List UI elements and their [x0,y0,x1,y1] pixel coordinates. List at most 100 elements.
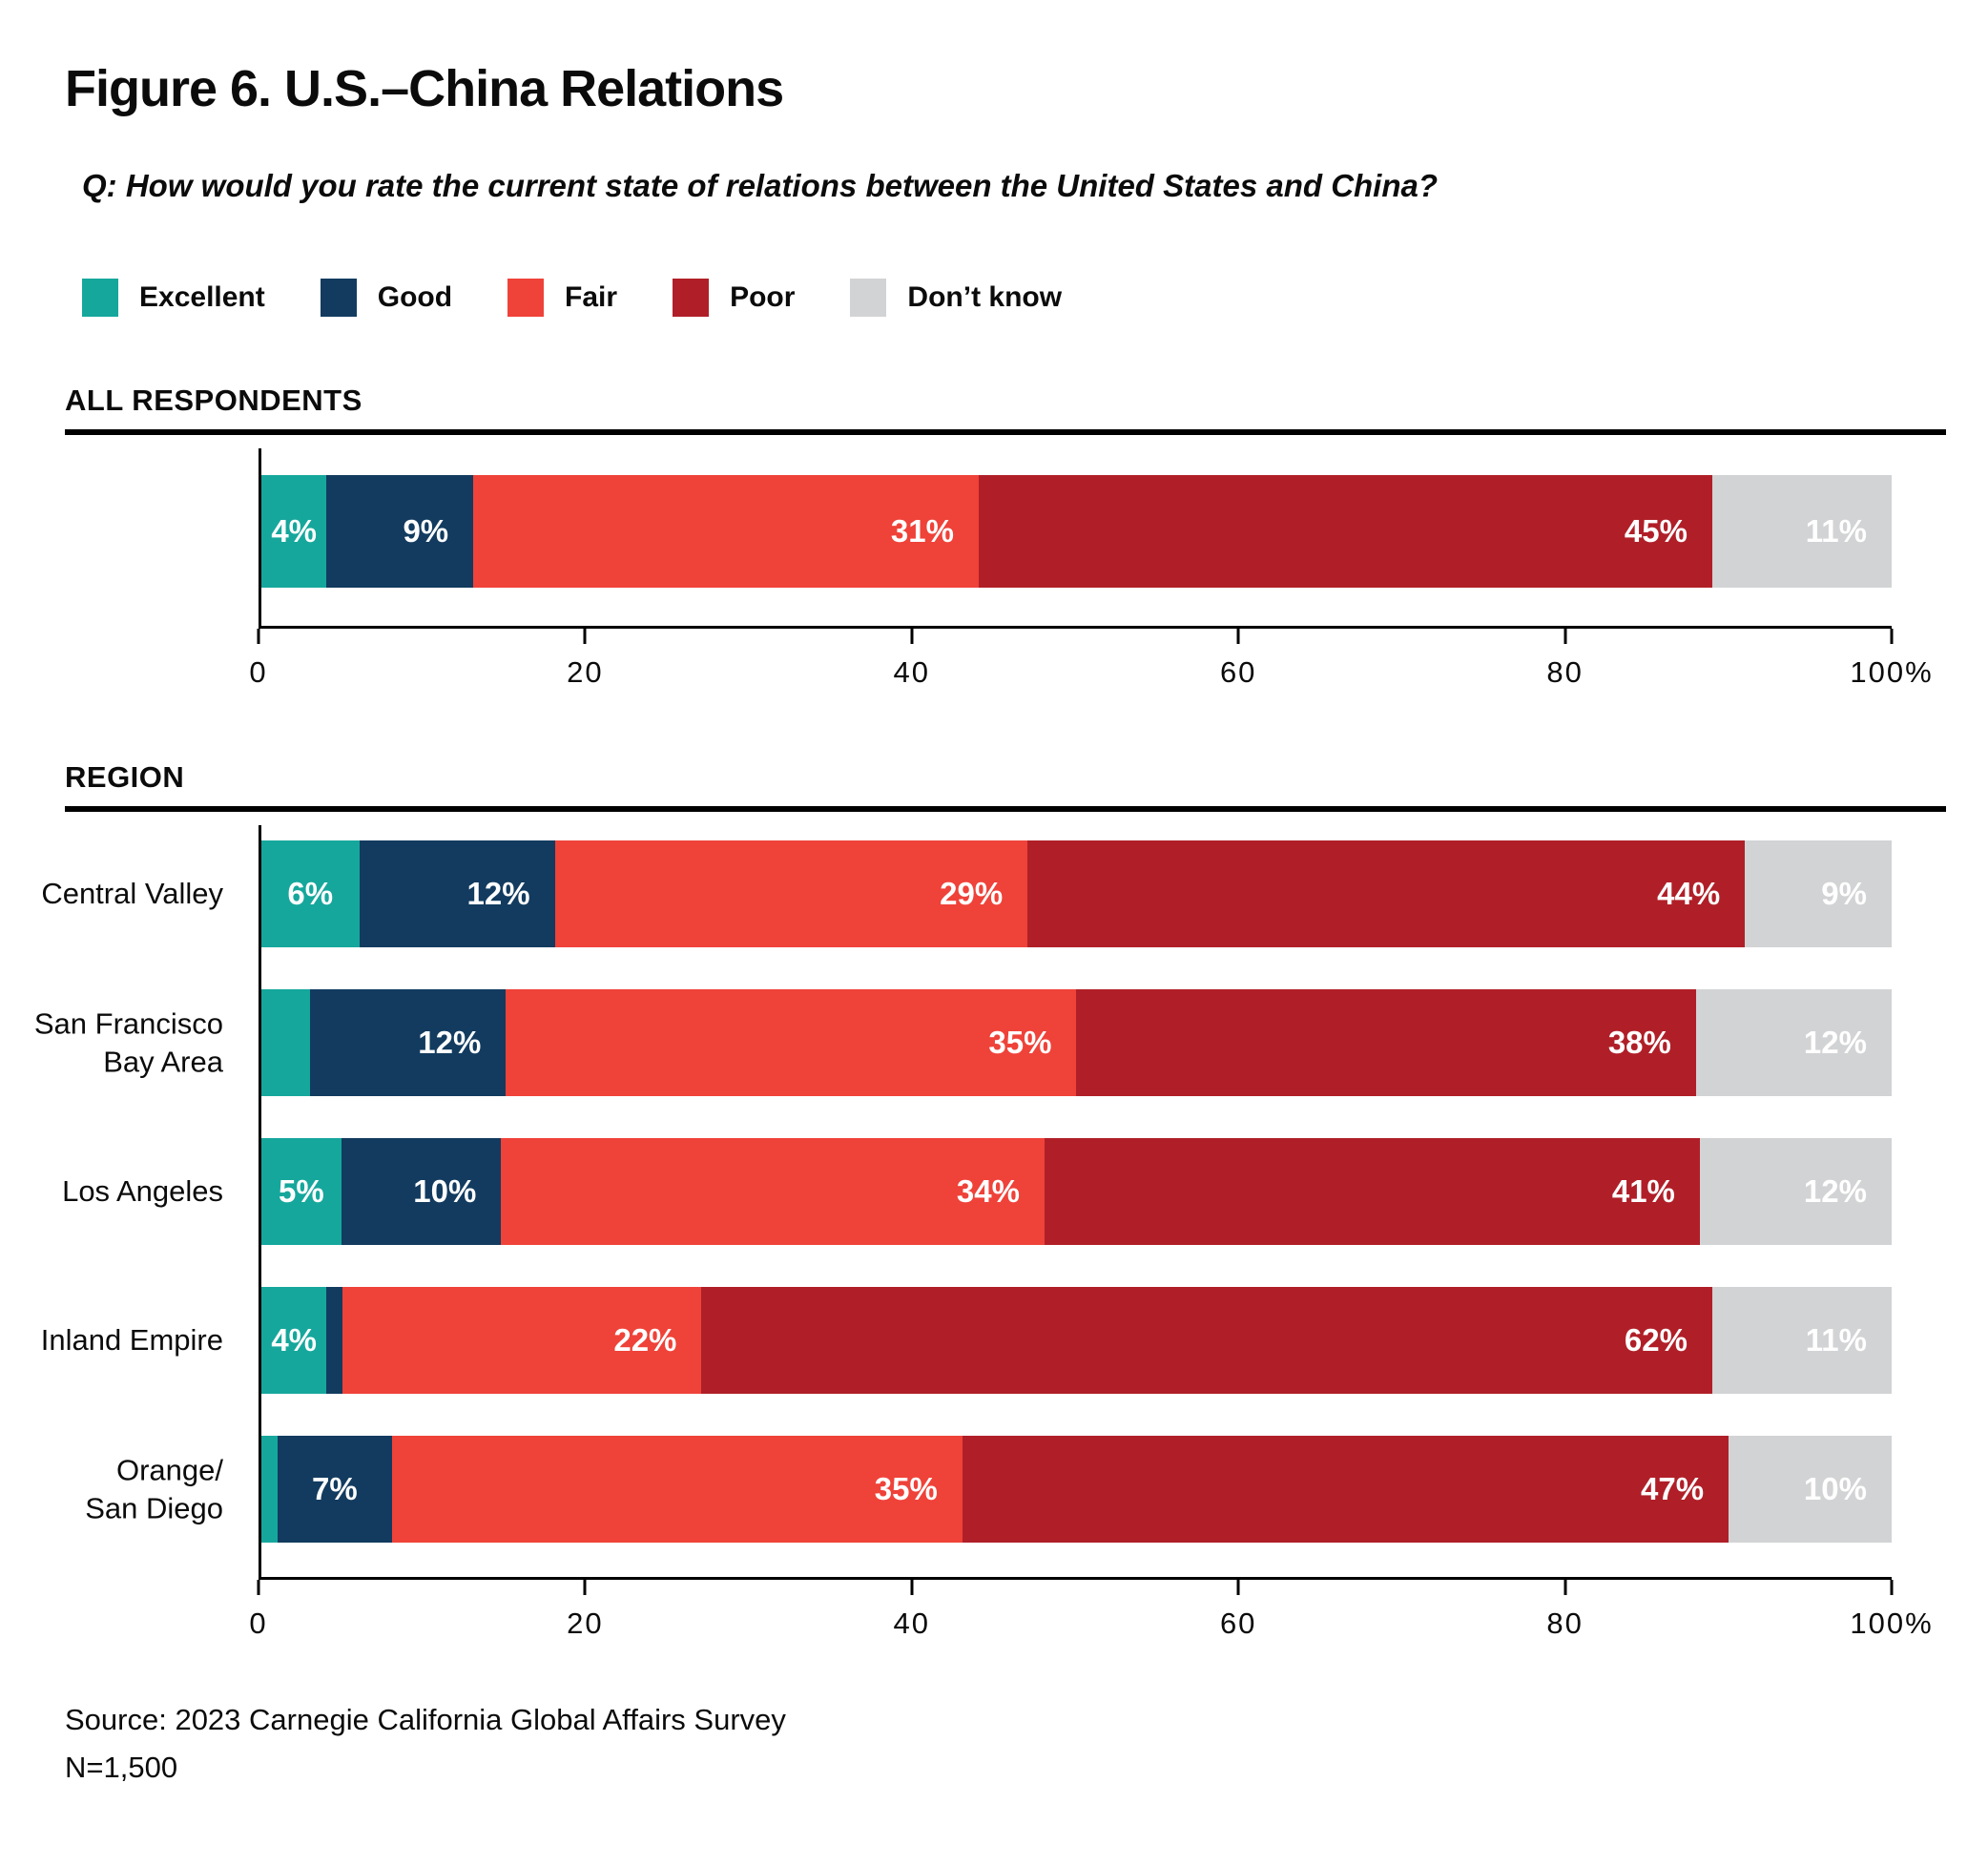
bar-row-all-respondents: 4% 9% 31% 45% 11% [261,475,1892,588]
legend-item-good: Good [320,279,453,317]
bar-value-label: 38% [1607,1025,1671,1060]
source-note: Source: 2023 Carnegie California Global … [65,1696,1946,1791]
x-axis-tick-label: 80 [1546,1607,1584,1640]
bar-segment-fair: 29% [554,840,1028,947]
x-axis-all-respondents: 0 20 40 60 80 100% [249,629,1932,699]
bar-segment-fair: 34% [501,1138,1045,1245]
row-label-line: Central Valley [41,877,223,911]
bar-segment-good: 9% [326,475,474,588]
x-axis-tick-label: 20 [567,655,604,689]
section-rule [65,806,1946,812]
bar-segment-fair: 35% [391,1436,963,1543]
bar-value-label: 35% [874,1471,938,1506]
bar-value-label: 31% [890,513,954,549]
x-axis-tick-label: 20 [567,1607,604,1640]
x-axis-tick [1563,1580,1567,1595]
x-axis-tick-label: 80 [1546,655,1584,689]
bar-value-label: 41% [1611,1173,1675,1209]
source-line: Source: 2023 Carnegie California Global … [65,1703,786,1736]
bar-row-los-angeles: Los Angeles 5% 10% 34% 41% 12% [62,1138,1892,1245]
x-axis-tick [910,1580,914,1595]
legend: Excellent Good Fair Poor Don’t know [82,279,1946,317]
x-axis-tick [1236,1580,1240,1595]
bar-value-label: 11% [1805,1322,1867,1358]
row-label-orange-san-diego: Orange/San Diego [0,1451,223,1526]
x-axis-region: 0 20 40 60 80 100% [249,1580,1932,1650]
bar-row-orange-san-diego: Orange/San Diego 7% 35% 47% 10% [85,1436,1892,1543]
survey-question: Q: How would you rate the current state … [82,168,1439,203]
bar-value-label: 47% [1641,1471,1705,1506]
row-label-line: San Diego [85,1491,223,1524]
row-label-los-angeles: Los Angeles [0,1172,223,1211]
legend-item-dont_know: Don’t know [850,279,1062,317]
x-axis-tick-label: 60 [1219,655,1257,689]
x-axis-tick [1890,629,1894,644]
plot-area-all-respondents: 4% 9% 31% 45% 11% [259,448,1892,629]
row-label-line: San Francisco [33,1006,223,1041]
bar-value-label: 12% [1803,1025,1867,1060]
bar-segment-poor: 45% [978,475,1712,588]
x-axis-tick-label: 100% [1850,655,1934,689]
good-swatch-icon [320,279,357,317]
bar-segment-poor: 44% [1027,840,1746,947]
bar-segment-poor: 62% [701,1287,1712,1394]
legend-label-dont_know: Don’t know [907,281,1063,313]
x-axis-tick-label: 0 [249,1607,268,1640]
bar-value-label: 45% [1624,513,1688,549]
legend-label-fair: Fair [565,281,618,313]
row-label-central-valley: Central Valley [0,875,223,913]
excellent-swatch-icon [82,279,118,317]
bar-value-label: 12% [1803,1173,1867,1209]
bar-segment-dont_know: 10% [1729,1436,1892,1543]
bar-value-label: 22% [613,1322,677,1358]
section-title-region: REGION [65,760,185,794]
figure-title: Figure 6. U.S.–China Relations [65,60,784,117]
bar-segment-poor: 38% [1076,989,1696,1096]
bar-segment-good [326,1287,343,1394]
x-axis-tick-label: 0 [249,655,268,689]
bar-value-label: 35% [988,1025,1052,1060]
x-axis-tick [1236,629,1240,644]
bar-segment-dont_know: 12% [1695,989,1892,1096]
x-axis-tick [257,629,260,644]
row-label-line: Inland Empire [40,1323,223,1358]
bar-segment-dont_know: 12% [1699,1138,1892,1245]
dont_know-swatch-icon [850,279,887,317]
x-axis-tick-label: 100% [1850,1607,1934,1640]
bar-value-label: 4% [271,513,318,549]
bar-segment-fair: 31% [473,475,979,588]
poor-swatch-icon [673,279,710,317]
bar-segment-fair: 22% [342,1287,702,1394]
bar-row-san-francisco-bay-area: San Francisco Bay Area 12% 35% 38% 12% [34,989,1892,1096]
legend-label-poor: Poor [730,281,796,313]
section-rule [65,429,1946,435]
bar-value-label: 6% [287,876,334,911]
bar-segment-excellent: 6% [261,840,360,947]
fair-swatch-icon [507,279,545,317]
bar-segment-poor: 41% [1044,1138,1700,1245]
x-axis-tick [910,629,914,644]
bar-segment-good: 7% [278,1436,392,1543]
sample-size: N=1,500 [65,1750,178,1784]
x-axis-tick-label: 40 [893,655,931,689]
bar-segment-dont_know: 9% [1745,840,1892,947]
bar-row-inland-empire: Inland Empire 4% 22% 62% 11% [41,1287,1892,1394]
bar-value-label: 10% [1803,1471,1867,1506]
x-axis-tick [1563,629,1567,644]
row-label-inland-empire: Inland Empire [0,1321,223,1359]
legend-label-excellent: Excellent [139,281,265,313]
x-axis-tick [583,1580,587,1595]
bar-value-label: 12% [466,876,530,911]
bar-segment-excellent: 5% [261,1138,342,1245]
bar-value-label: 34% [956,1173,1020,1209]
bar-segment-good: 12% [310,989,507,1096]
bar-segment-dont_know: 11% [1711,1287,1892,1394]
bar-value-label: 4% [271,1322,318,1358]
bar-value-label: 9% [1821,876,1867,911]
legend-item-poor: Poor [673,279,795,317]
bar-segment-dont_know: 11% [1711,475,1892,588]
bar-segment-fair: 35% [506,989,1077,1096]
bar-value-label: 7% [312,1471,358,1506]
row-label-line: Orange/ [115,1453,223,1487]
legend-label-good: Good [377,281,453,313]
